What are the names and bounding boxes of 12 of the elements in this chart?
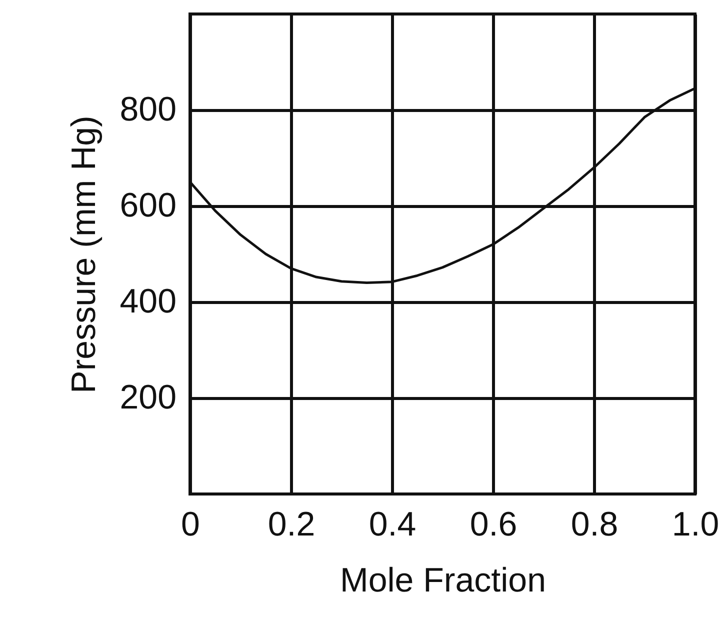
x-tick-label: 0.8	[570, 506, 618, 544]
y-tick-label: 600	[120, 186, 176, 224]
x-axis-title: Mole Fraction	[340, 562, 546, 600]
y-tick-label: 200	[120, 378, 176, 416]
x-tick-label: 1.0	[672, 506, 720, 544]
x-tick-label: 0.6	[470, 506, 518, 544]
x-tick-label: 0.2	[268, 506, 316, 544]
x-tick-label: 0.4	[368, 506, 416, 544]
y-tick-label: 800	[120, 90, 176, 128]
y-axis-title: Pressure (mm Hg)	[64, 116, 103, 394]
x-tick-label: 0	[181, 506, 200, 544]
y-tick-label: 400	[120, 282, 176, 320]
